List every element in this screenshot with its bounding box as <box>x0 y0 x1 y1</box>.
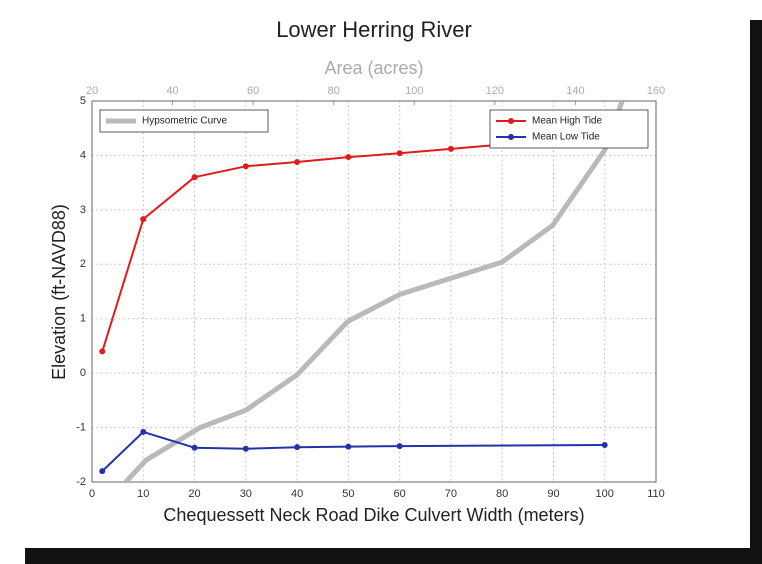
legend-label: Hypsometric Curve <box>142 116 227 127</box>
data-point <box>345 154 352 161</box>
data-point <box>601 441 608 448</box>
y-tick-label: -1 <box>76 421 86 433</box>
y-tick-label: 1 <box>80 313 86 325</box>
x-axis-label: Chequessett Neck Road Dike Culvert Width… <box>163 505 584 525</box>
y-tick-label: 2 <box>80 258 86 270</box>
legend-box <box>99 109 269 133</box>
x-tick-label: 10 <box>137 488 149 500</box>
data-point <box>140 216 147 223</box>
data-point <box>447 145 454 152</box>
x2-axis-label: Area (acres) <box>324 58 423 78</box>
data-point <box>294 444 301 451</box>
series-line <box>101 430 605 472</box>
legend-label: Mean Low Tide <box>532 132 600 143</box>
x2-tick-label: 60 <box>247 85 259 97</box>
data-point <box>345 443 352 450</box>
y-tick-label: 0 <box>80 367 86 379</box>
plot-frame <box>91 100 657 483</box>
data-point <box>294 158 301 165</box>
x2-tick-label: 20 <box>86 85 98 97</box>
x2-tick-label: 120 <box>486 85 504 97</box>
y-axis-label: Elevation (ft-NAVD88) <box>49 204 69 380</box>
x-tick-label: 90 <box>547 488 559 500</box>
frame-right <box>750 20 762 564</box>
x-tick-label: 80 <box>496 488 508 500</box>
x-tick-label: 60 <box>394 488 406 500</box>
legend-marker <box>508 134 514 140</box>
x-tick-label: 70 <box>445 488 457 500</box>
data-point <box>140 428 147 435</box>
data-point <box>99 468 106 475</box>
x-tick-label: 20 <box>188 488 200 500</box>
y-tick-label: 5 <box>80 95 86 107</box>
x-tick-label: 30 <box>240 488 252 500</box>
legend-marker <box>508 118 514 124</box>
y-tick-label: -2 <box>76 476 86 488</box>
data-point <box>191 174 198 181</box>
x2-tick-label: 160 <box>647 85 665 97</box>
legend-label: Mean High Tide <box>532 116 602 127</box>
x2-tick-label: 40 <box>166 85 178 97</box>
data-point <box>191 444 198 451</box>
x-tick-label: 110 <box>647 488 665 500</box>
x-tick-label: 0 <box>89 488 95 500</box>
data-point <box>242 163 249 170</box>
x-tick-label: 50 <box>342 488 354 500</box>
y-tick-label: 3 <box>80 204 86 216</box>
data-point <box>396 150 403 157</box>
x2-tick-label: 80 <box>328 85 340 97</box>
data-point <box>396 443 403 450</box>
legend-box <box>489 109 649 149</box>
chart-title: Lower Herring River <box>276 17 472 42</box>
frame-bottom <box>25 548 762 564</box>
x-tick-label: 100 <box>596 488 614 500</box>
series-line <box>123 101 625 482</box>
x2-tick-label: 100 <box>405 85 423 97</box>
x2-tick-label: 140 <box>566 85 584 97</box>
data-point <box>99 348 106 355</box>
y-tick-label: 4 <box>80 149 86 161</box>
data-point <box>242 445 249 452</box>
x-tick-label: 40 <box>291 488 303 500</box>
